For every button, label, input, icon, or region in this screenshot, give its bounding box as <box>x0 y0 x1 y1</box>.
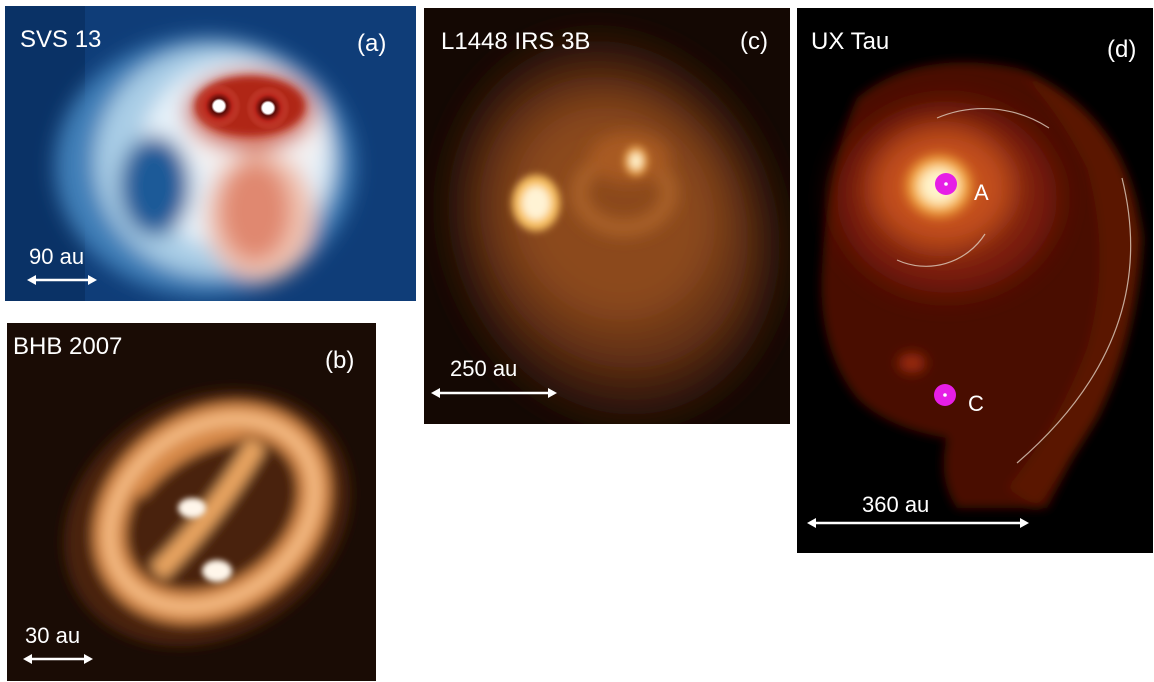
panel-c-title: L1448 IRS 3B <box>441 28 591 55</box>
panel-c-scale-label: 250 au <box>450 356 518 381</box>
panel-d-scale-arrow <box>807 518 1029 528</box>
panel-c-tag: (c) <box>740 28 768 55</box>
panel-a-svs13: SVS 13 (a) 90 au <box>5 6 416 301</box>
star-a-label: A <box>974 180 989 205</box>
panel-a-tag: (a) <box>357 30 387 57</box>
panel-b-scale-label: 30 au <box>25 623 81 648</box>
panel-b-tag: (b) <box>325 347 355 374</box>
panel-a-scale-label: 90 au <box>29 244 85 269</box>
panel-a-scale-arrow <box>27 275 97 285</box>
panel-b-scale-arrow <box>23 654 93 664</box>
uxtau-image <box>797 8 1153 553</box>
panel-b-bhb2007: BHB 2007 (b) 30 au <box>7 323 376 681</box>
star-c-label: C <box>968 391 984 416</box>
bhb2007-image <box>7 323 376 681</box>
panel-c-l1448irs3b: L1448 IRS 3B (c) 250 au <box>424 8 790 424</box>
svs13-image <box>5 6 416 301</box>
panel-d-title: UX Tau <box>811 28 890 55</box>
l1448irs3b-image <box>424 8 790 424</box>
panel-b-title: BHB 2007 <box>13 333 123 360</box>
panel-d-uxtau: UX Tau (d) A C 360 au <box>797 8 1153 553</box>
panel-d-scale-label: 360 au <box>862 492 930 517</box>
panel-d-tag: (d) <box>1107 36 1137 63</box>
panel-a-title: SVS 13 <box>20 26 102 53</box>
panel-c-scale-arrow <box>431 388 557 398</box>
